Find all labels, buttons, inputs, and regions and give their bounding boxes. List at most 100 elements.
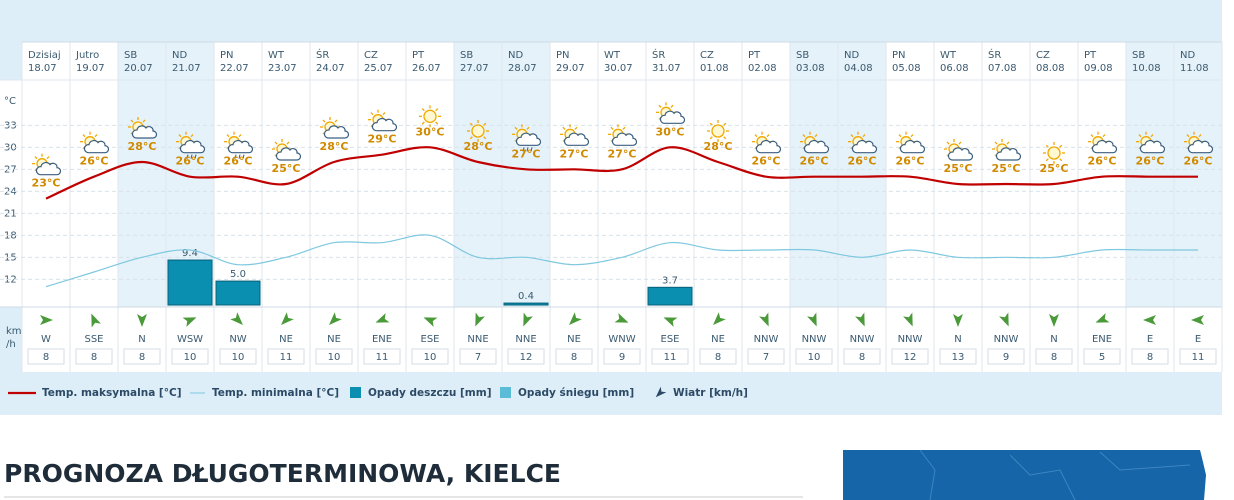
day-date: 20.07: [124, 63, 153, 74]
day-date: 25.07: [364, 63, 393, 74]
max-temp-label: 26°C: [176, 155, 205, 168]
day-name: PN: [556, 50, 570, 61]
day-name: SB: [1132, 50, 1145, 61]
rain-drop: [190, 154, 193, 159]
sun-ray: [1090, 134, 1094, 138]
cloud: [179, 139, 206, 154]
map: [843, 449, 1206, 500]
sun-ray: [94, 134, 98, 138]
sun-ray: [958, 141, 962, 145]
weather-icon: [176, 131, 206, 159]
sun-ray: [946, 141, 950, 145]
sun-ray: [1006, 141, 1010, 145]
rain-label: 5.0: [230, 269, 246, 280]
wind-direction: E: [1195, 334, 1201, 345]
wind-box: [27, 348, 65, 365]
day-date: 07.08: [988, 63, 1017, 74]
sun-ray: [322, 119, 326, 123]
day-date: 06.08: [940, 63, 969, 74]
max-temp-label: 23°C: [32, 177, 61, 190]
day-name: ND: [844, 50, 859, 61]
wind-unit: km: [6, 326, 22, 337]
wind-speed: 11: [664, 352, 677, 363]
day-name: ŚR: [652, 48, 665, 61]
sun-ray: [562, 126, 566, 130]
day-name: PT: [412, 50, 425, 61]
sun-ray: [334, 119, 338, 123]
legend-swatch: [500, 387, 511, 398]
sun-ray: [709, 122, 713, 126]
day-name: CZ: [1036, 50, 1050, 61]
wind-box: [363, 348, 401, 365]
sun-ray: [1138, 134, 1142, 138]
weekend-shade: [454, 42, 502, 307]
weather-icon: [752, 131, 782, 154]
sun: [711, 124, 725, 138]
day-date: 04.08: [844, 63, 873, 74]
sun-ray: [1059, 144, 1063, 148]
rain-drop: [522, 147, 525, 152]
max-temp-label: 26°C: [800, 155, 829, 168]
wind-box: [843, 348, 881, 365]
legend-label: Opady deszczu [mm]: [368, 387, 492, 399]
sun-ray: [370, 112, 374, 116]
weather-icon: [992, 139, 1022, 161]
wind-arrow: [759, 312, 769, 327]
day-name: PT: [1084, 50, 1097, 61]
weather-icon: [944, 139, 974, 161]
legend-label: Opady śniegu [mm]: [518, 387, 634, 399]
wind-direction: NNE: [467, 334, 488, 345]
legend-label: Wiatr [km/h]: [673, 387, 748, 399]
sun-ray: [723, 136, 727, 140]
weather-icon: [224, 131, 254, 159]
rain-drop: [186, 154, 189, 159]
weather-icon: [272, 139, 302, 161]
sun-ray: [286, 141, 290, 145]
wind-arrow: [329, 312, 342, 325]
day-date: 19.07: [76, 63, 105, 74]
weather-icon: [32, 153, 62, 176]
sun-ray: [862, 134, 866, 138]
max-temp-label: 27°C: [608, 147, 637, 160]
sun-ray: [754, 134, 758, 138]
cloud: [1091, 139, 1118, 154]
wind-speed: 11: [1192, 352, 1205, 363]
sun-ray: [766, 134, 770, 138]
wind-arrow: [903, 312, 913, 327]
wind-unit: /h: [6, 339, 16, 350]
wind-speed: 7: [763, 352, 769, 363]
day-name: WT: [268, 50, 285, 61]
day-date: 10.08: [1132, 63, 1161, 74]
sun-ray: [274, 141, 278, 145]
weekend-shade: [118, 42, 166, 307]
legend-label: Temp. maksymalna [°C]: [42, 387, 182, 399]
wind-box: [891, 348, 929, 365]
wind-direction: W: [41, 334, 51, 345]
wind-arrow: [1049, 314, 1059, 327]
sun: [1047, 146, 1061, 160]
rain-bar: [167, 259, 213, 306]
weather-icon: [560, 124, 590, 146]
day-date: 23.07: [268, 63, 297, 74]
sun-ray: [469, 122, 473, 126]
sun-ray: [1045, 158, 1049, 162]
day-name: SB: [124, 50, 137, 61]
wind-speed: 10: [184, 352, 197, 363]
max-temp-label: 27°C: [560, 147, 589, 160]
max-temp-label: 27°C: [512, 147, 541, 160]
sun-ray: [994, 141, 998, 145]
cloud: [275, 147, 302, 161]
sun-ray: [421, 121, 425, 125]
day-date: 21.07: [172, 63, 201, 74]
wind-arrow: [230, 312, 243, 325]
day-date: 29.07: [556, 63, 585, 74]
day-date: 22.07: [220, 63, 249, 74]
wind-speed: 10: [808, 352, 821, 363]
wind-arrow: [953, 314, 963, 327]
cloud: [803, 139, 830, 154]
weather-icon: [512, 124, 542, 152]
wind-speed: 8: [715, 352, 721, 363]
day-date: 31.07: [652, 63, 681, 74]
cloud: [851, 139, 878, 154]
max-temp-label: 29°C: [368, 133, 397, 146]
